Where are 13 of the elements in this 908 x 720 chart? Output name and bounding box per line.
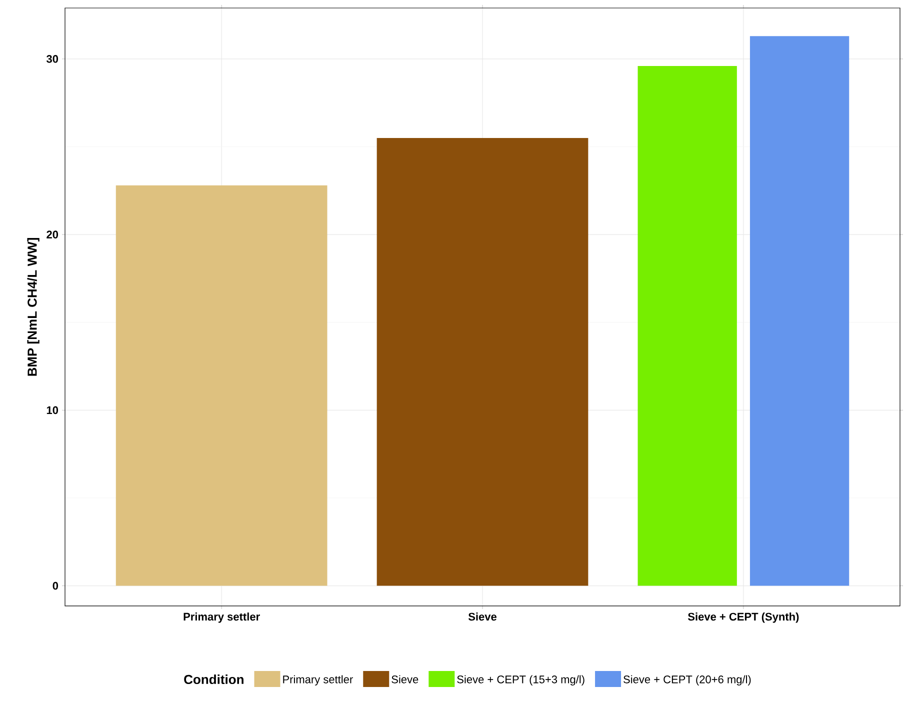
legend-label: Sieve + CEPT (20+6 mg/l)	[624, 675, 751, 686]
y-tick-label: 30	[46, 55, 58, 63]
x-tick-label: Primary settler	[184, 612, 260, 623]
legend-label: Sieve + CEPT (15+3 mg/l)	[457, 675, 584, 686]
y-tick-label: 10	[46, 406, 58, 414]
legend-title: Condition	[184, 674, 244, 684]
legend-label: Sieve	[392, 675, 418, 684]
y-tick-label: 20	[46, 230, 58, 238]
y-tick-label: 0	[52, 582, 58, 590]
y-axis-title: BMP [NmL CH4/L WW]	[27, 238, 40, 376]
legend-label: Primary settler	[283, 675, 353, 686]
x-tick-label: Sieve + CEPT (Synth)	[688, 612, 799, 623]
x-tick-label: Sieve	[468, 612, 496, 621]
